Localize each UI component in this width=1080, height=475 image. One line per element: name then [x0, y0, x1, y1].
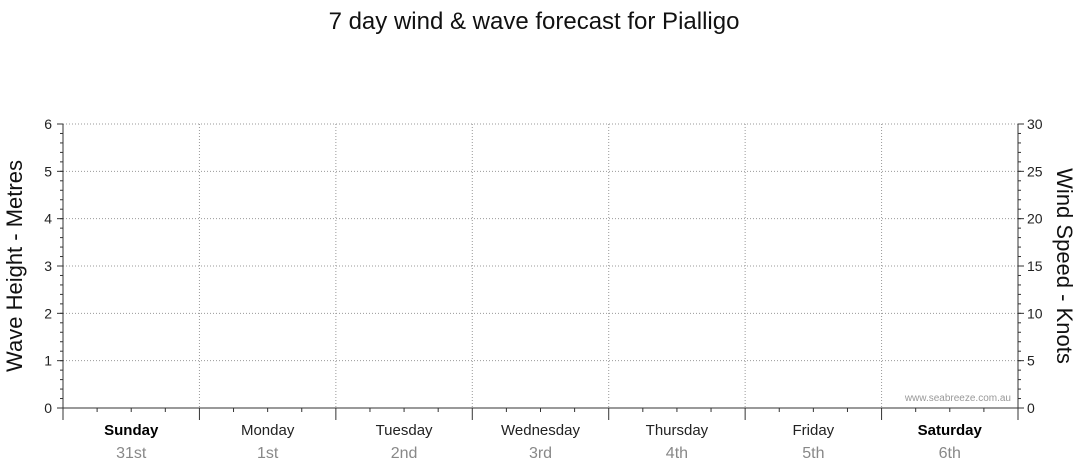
day-name-label: Monday	[241, 422, 295, 439]
day-name-label: Saturday	[918, 422, 983, 439]
right-tick-label: 20	[1027, 211, 1043, 227]
plot-area: 0 1 2 3 4 5 6 0 5 10 15 20 25 30 Sunday 31st Monday 1st Tu…	[44, 116, 1043, 462]
right-tick-label: 10	[1027, 305, 1043, 321]
left-tick-label: 3	[44, 258, 52, 274]
right-axis-label: Wind Speed - Knots	[1052, 168, 1077, 364]
right-tick-label: 5	[1027, 353, 1035, 369]
left-tick-label: 2	[44, 305, 52, 321]
right-tick-label: 25	[1027, 163, 1043, 179]
chart-title: 7 day wind & wave forecast for Pialligo	[329, 8, 740, 35]
left-tick-label: 6	[44, 116, 52, 132]
day-date-label: 1st	[257, 445, 279, 462]
right-tick-label: 0	[1027, 400, 1035, 416]
day-name-label: Thursday	[646, 422, 709, 439]
right-tick-label: 15	[1027, 258, 1043, 274]
day-name-label: Tuesday	[376, 422, 433, 439]
day-date-label: 31st	[116, 445, 147, 462]
day-date-label: 6th	[939, 445, 961, 462]
left-tick-label: 4	[44, 211, 52, 227]
right-tick-label: 30	[1027, 116, 1043, 132]
day-name-label: Wednesday	[501, 422, 580, 439]
day-date-label: 3rd	[529, 445, 552, 462]
left-tick-label: 5	[44, 163, 52, 179]
left-tick-label: 1	[44, 353, 52, 369]
day-date-label: 5th	[802, 445, 824, 462]
day-date-label: 4th	[666, 445, 688, 462]
watermark-text: www.seabreeze.com.au	[904, 393, 1011, 404]
day-date-label: 2nd	[391, 445, 418, 462]
left-tick-label: 0	[44, 400, 52, 416]
day-name-label: Friday	[793, 422, 835, 439]
day-name-label: Sunday	[104, 422, 159, 439]
left-axis-label: Wave Height - Metres	[2, 160, 27, 372]
